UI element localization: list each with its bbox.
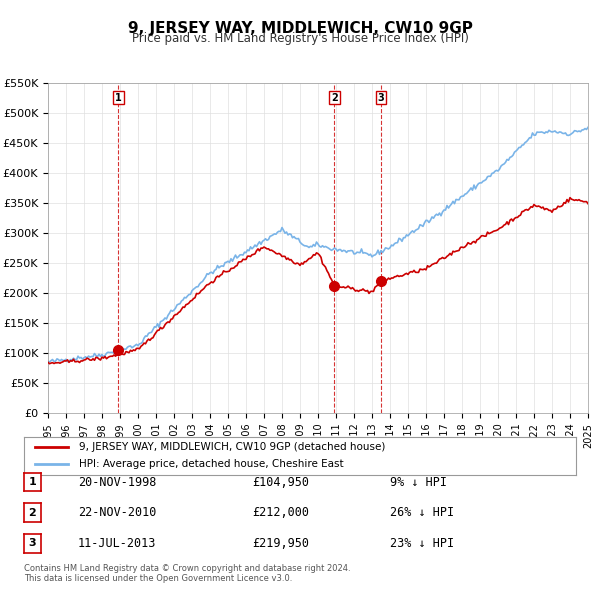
Text: £104,950: £104,950 (252, 476, 309, 489)
Text: 1: 1 (115, 93, 122, 103)
Text: HPI: Average price, detached house, Cheshire East: HPI: Average price, detached house, Ches… (79, 459, 344, 469)
Text: 3: 3 (377, 93, 385, 103)
Text: 9, JERSEY WAY, MIDDLEWICH, CW10 9GP (detached house): 9, JERSEY WAY, MIDDLEWICH, CW10 9GP (det… (79, 442, 386, 453)
Text: 11-JUL-2013: 11-JUL-2013 (78, 537, 157, 550)
Text: 9, JERSEY WAY, MIDDLEWICH, CW10 9GP: 9, JERSEY WAY, MIDDLEWICH, CW10 9GP (128, 21, 472, 35)
Text: £212,000: £212,000 (252, 506, 309, 519)
Text: Contains HM Land Registry data © Crown copyright and database right 2024.
This d: Contains HM Land Registry data © Crown c… (24, 563, 350, 583)
Text: £219,950: £219,950 (252, 537, 309, 550)
Text: 9% ↓ HPI: 9% ↓ HPI (390, 476, 447, 489)
Text: 22-NOV-2010: 22-NOV-2010 (78, 506, 157, 519)
Text: 26% ↓ HPI: 26% ↓ HPI (390, 506, 454, 519)
Text: 1: 1 (29, 477, 36, 487)
Text: 3: 3 (29, 539, 36, 548)
Text: 2: 2 (29, 508, 36, 517)
Text: 2: 2 (331, 93, 338, 103)
Text: 23% ↓ HPI: 23% ↓ HPI (390, 537, 454, 550)
Text: 20-NOV-1998: 20-NOV-1998 (78, 476, 157, 489)
Text: Price paid vs. HM Land Registry's House Price Index (HPI): Price paid vs. HM Land Registry's House … (131, 32, 469, 45)
